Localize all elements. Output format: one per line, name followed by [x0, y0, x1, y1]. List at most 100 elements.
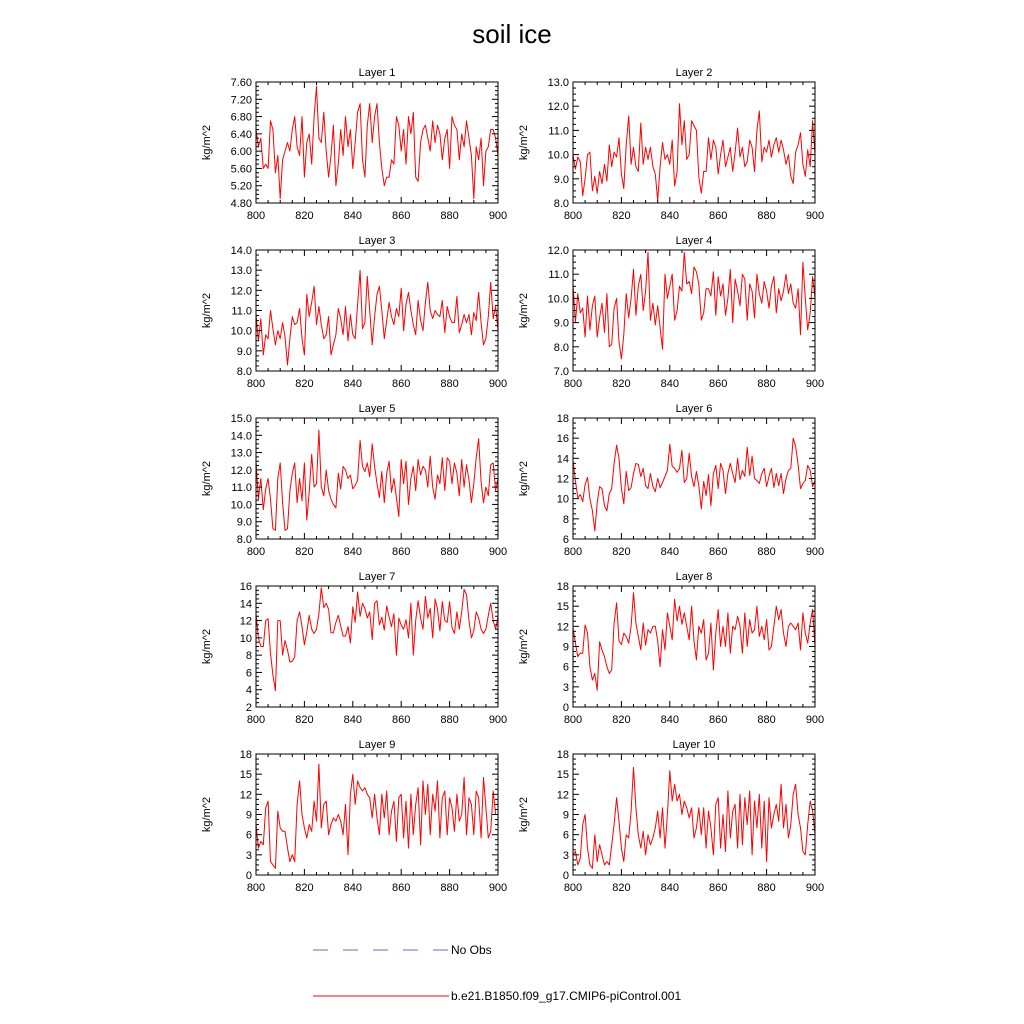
- y-tick-label: 16: [240, 581, 252, 593]
- y-tick-label: 18: [557, 749, 569, 761]
- y-tick-label: 6: [563, 534, 569, 546]
- y-tick-label: 10.0: [231, 326, 252, 338]
- x-tick-label: 860: [709, 210, 727, 222]
- y-tick-label: 12.0: [548, 245, 569, 257]
- y-tick-label: 0: [563, 702, 569, 714]
- series-line: [255, 763, 498, 869]
- x-tick-label: 860: [392, 882, 410, 894]
- chart-panel-4: Layer 4 kg/m^2 800 820 840 860 880 900 7.0 8.0 9.0…: [518, 235, 824, 390]
- y-tick-label: 14: [557, 453, 569, 465]
- x-tick-label: 800: [247, 714, 265, 726]
- x-tick-label: 900: [489, 714, 507, 726]
- x-tick-label: 840: [344, 210, 362, 222]
- x-tick-label: 880: [440, 546, 458, 558]
- series-line: [572, 437, 816, 532]
- legend-entry-1: No Obs: [313, 943, 492, 957]
- y-tick-label: 13.0: [231, 265, 252, 277]
- x-tick-label: 900: [489, 546, 507, 558]
- y-tick-label: 9.0: [237, 517, 252, 529]
- x-tick-label: 800: [564, 714, 582, 726]
- y-tick-label: 8.0: [554, 342, 569, 354]
- y-tick-label: 3: [563, 850, 569, 862]
- y-tick-label: 6.40: [231, 129, 252, 141]
- figure-title: soil ice: [472, 19, 551, 49]
- y-tick-label: 15.0: [231, 413, 252, 425]
- x-tick-label: 800: [564, 210, 582, 222]
- plot-frame: [572, 417, 816, 540]
- plot-frame: [255, 81, 499, 204]
- legend-entry-2: b.e21.B1850.f09_g17.CMIP6-piControl.001: [313, 989, 681, 1003]
- x-tick-label: 800: [247, 378, 265, 390]
- y-tick-label: 0: [246, 870, 252, 882]
- chart-panel-2: Layer 2 kg/m^2 800 820 840 860 880 900 8.0 9.0 10.…: [518, 67, 824, 222]
- x-tick-label: 880: [440, 714, 458, 726]
- y-tick-label: 4: [246, 685, 252, 697]
- x-tick-label: 840: [661, 882, 679, 894]
- y-tick-label: 18: [240, 749, 252, 761]
- y-tick-label: 15: [557, 601, 569, 613]
- y-axis-label: kg/m^2: [201, 125, 213, 160]
- y-tick-label: 13.0: [231, 448, 252, 460]
- chart-panel-3: Layer 3 kg/m^2 800 820 840 860 880 900 8.0 9.0 10.…: [201, 235, 507, 390]
- x-tick-label: 900: [489, 378, 507, 390]
- x-tick-label: 820: [612, 210, 630, 222]
- x-tick-label: 840: [344, 378, 362, 390]
- x-tick-label: 840: [661, 378, 679, 390]
- x-tick-label: 820: [612, 714, 630, 726]
- panel-title: Layer 3: [359, 235, 396, 247]
- y-tick-label: 9.0: [237, 346, 252, 358]
- y-tick-label: 11.0: [548, 269, 569, 281]
- y-tick-label: 14.0: [231, 430, 252, 442]
- x-tick-label: 800: [564, 882, 582, 894]
- x-tick-label: 840: [661, 210, 679, 222]
- x-tick-label: 820: [295, 882, 313, 894]
- panel-title: Layer 4: [676, 235, 713, 247]
- plot-frame: [255, 249, 499, 372]
- y-tick-label: 12.0: [231, 465, 252, 477]
- chart-panel-6: Layer 6 kg/m^2 800 820 840 860 880 900 6 8 10 12 14 1…: [518, 403, 824, 558]
- y-tick-label: 18: [557, 581, 569, 593]
- y-axis-label: kg/m^2: [518, 125, 530, 160]
- x-tick-label: 860: [392, 210, 410, 222]
- x-tick-label: 880: [757, 546, 775, 558]
- x-tick-label: 860: [709, 882, 727, 894]
- y-axis-label: kg/m^2: [201, 461, 213, 496]
- x-tick-label: 820: [295, 378, 313, 390]
- x-tick-label: 840: [344, 714, 362, 726]
- y-tick-label: 14.0: [231, 245, 252, 257]
- y-axis-label: kg/m^2: [518, 629, 530, 664]
- x-tick-label: 820: [612, 882, 630, 894]
- y-axis-label: kg/m^2: [518, 293, 530, 328]
- y-tick-label: 6: [563, 830, 569, 842]
- y-tick-label: 10.0: [548, 150, 569, 162]
- panel-title: Layer 9: [359, 739, 396, 751]
- x-tick-label: 880: [757, 378, 775, 390]
- x-tick-label: 800: [247, 210, 265, 222]
- x-tick-label: 860: [709, 546, 727, 558]
- y-tick-label: 3: [246, 850, 252, 862]
- y-tick-label: 0: [563, 870, 569, 882]
- x-tick-label: 860: [392, 378, 410, 390]
- y-tick-label: 13.0: [548, 77, 569, 89]
- panel-title: Layer 10: [673, 739, 716, 751]
- legend-label: No Obs: [451, 943, 492, 957]
- legend-label: b.e21.B1850.f09_g17.CMIP6-piControl.001: [451, 989, 681, 1003]
- series-line: [255, 429, 499, 531]
- series-line: [255, 269, 499, 366]
- y-tick-label: 10: [240, 633, 252, 645]
- y-tick-label: 5.60: [231, 163, 252, 175]
- x-tick-label: 840: [344, 882, 362, 894]
- chart-panel-1: Layer 1 kg/m^2 800 820 840 860 880 900 4.80 5.20 5…: [201, 67, 507, 222]
- y-tick-label: 9: [246, 810, 252, 822]
- x-tick-label: 820: [295, 210, 313, 222]
- y-tick-label: 4.80: [231, 198, 252, 210]
- x-tick-label: 840: [344, 546, 362, 558]
- y-tick-label: 8: [563, 514, 569, 526]
- y-tick-label: 6.80: [231, 112, 252, 124]
- x-tick-label: 880: [757, 882, 775, 894]
- y-tick-label: 11.0: [231, 306, 252, 318]
- y-axis-label: kg/m^2: [518, 797, 530, 832]
- y-tick-label: 7.60: [231, 77, 252, 89]
- y-tick-label: 14: [240, 598, 252, 610]
